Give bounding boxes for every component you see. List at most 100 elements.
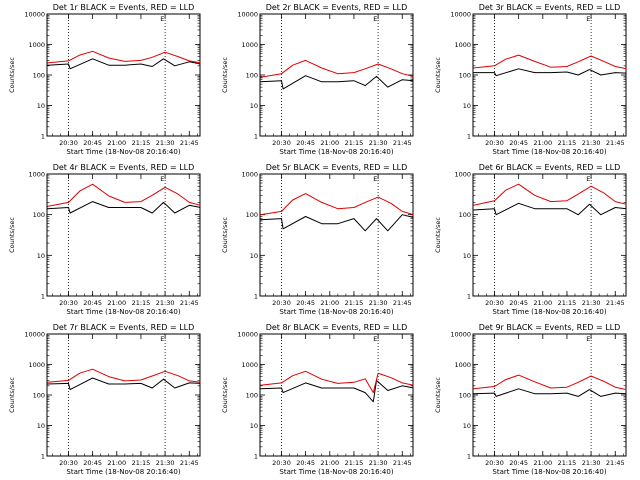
x-tick-label: 21:00 <box>533 459 552 467</box>
plot-frame <box>46 173 201 297</box>
x-tick-label: 20:30 <box>272 139 291 147</box>
chart-svg: Det 4r BLACK = Events, RED = LLD 1 10 100 10… <box>8 163 201 316</box>
plot-frame <box>46 333 201 457</box>
chart-title: Det 3r BLACK = Events, RED = LLD <box>479 3 621 12</box>
events-series-line <box>260 214 414 232</box>
lld-series-line <box>260 59 414 78</box>
plot-frame <box>259 13 414 137</box>
y-tick-label: 10000 <box>24 11 45 19</box>
y-tick-label: 1 <box>467 293 471 301</box>
y-tick-label: 100 <box>459 392 471 400</box>
x-tick-label: 21:30 <box>369 459 388 467</box>
y-axis-label: Counts/sec <box>8 217 16 253</box>
events-series-line <box>473 388 627 397</box>
x-tick-label: 20:30 <box>59 459 78 467</box>
x-tick-label: 21:30 <box>582 459 601 467</box>
y-tick-label: 100 <box>246 392 258 400</box>
x-tick-label: 21:30 <box>156 299 175 307</box>
events-series-line <box>47 58 201 70</box>
chart-svg: Det 2r BLACK = Events, RED = LLD 1 10 100 10… <box>221 3 414 156</box>
x-tick-label: 20:45 <box>509 459 528 467</box>
y-tick-label: 10000 <box>237 11 258 19</box>
flag-marker: E <box>373 15 377 23</box>
events-series-line <box>473 202 627 216</box>
detector-panel-8: Det 8r BLACK = Events, RED = LLD 1 10 100 10… <box>213 320 426 480</box>
x-tick-label: 20:30 <box>485 459 504 467</box>
x-tick-label: 21:00 <box>107 459 126 467</box>
x-tick-label: 20:45 <box>296 139 315 147</box>
x-tick-label: 20:45 <box>83 299 102 307</box>
x-tick-label: 20:30 <box>485 299 504 307</box>
y-tick-label: 1 <box>41 453 45 461</box>
y-axis-label: Counts/sec <box>221 217 229 253</box>
x-tick-label: 21:15 <box>132 299 151 307</box>
chart-svg: Det 3r BLACK = Events, RED = LLD 1 10 100 10… <box>434 3 627 156</box>
events-series-line <box>47 201 201 214</box>
y-tick-label: 10 <box>250 252 258 260</box>
y-tick-label: 1000 <box>241 171 258 179</box>
lld-series-line <box>47 50 201 64</box>
detector-panel-3: Det 3r BLACK = Events, RED = LLD 1 10 100 10… <box>426 0 639 160</box>
y-tick-label: 1 <box>41 293 45 301</box>
x-tick-label: 21:30 <box>369 299 388 307</box>
x-tick-label: 21:15 <box>558 459 577 467</box>
x-tick-label: 21:00 <box>533 299 552 307</box>
flag-marker: E <box>160 175 164 183</box>
x-tick-label: 21:45 <box>180 459 199 467</box>
x-tick-label: 20:45 <box>509 139 528 147</box>
x-tick-label: 21:00 <box>320 139 339 147</box>
y-tick-label: 1 <box>254 293 258 301</box>
y-tick-label: 100 <box>246 211 258 219</box>
plot-frame <box>259 173 414 297</box>
y-tick-label: 10 <box>37 102 45 110</box>
y-tick-label: 10 <box>250 102 258 110</box>
x-tick-label: 21:00 <box>320 299 339 307</box>
y-tick-label: 1000 <box>454 361 471 369</box>
y-tick-label: 10000 <box>450 11 471 19</box>
y-axis-label: Counts/sec <box>434 377 442 413</box>
x-tick-label: 21:30 <box>156 139 175 147</box>
events-series-line <box>47 377 201 391</box>
y-tick-label: 100 <box>459 211 471 219</box>
y-tick-label: 10000 <box>24 331 45 339</box>
events-series-line <box>473 68 627 77</box>
plot-frame <box>472 173 627 297</box>
y-tick-label: 100 <box>33 211 45 219</box>
chart-svg: Det 6r BLACK = Events, RED = LLD 1 10 100 10… <box>434 163 627 316</box>
x-tick-label: 21:45 <box>393 299 412 307</box>
x-tick-label: 21:30 <box>582 299 601 307</box>
x-tick-label: 21:15 <box>345 459 364 467</box>
y-tick-label: 10 <box>463 102 471 110</box>
x-axis-label: Start Time (18-Nov-08 20:16:40) <box>492 468 606 476</box>
events-series-line <box>260 379 414 403</box>
x-tick-label: 21:45 <box>393 139 412 147</box>
x-axis-label: Start Time (18-Nov-08 20:16:40) <box>492 148 606 156</box>
x-tick-label: 21:15 <box>345 139 364 147</box>
chart-title: Det 7r BLACK = Events, RED = LLD <box>53 323 195 332</box>
y-tick-label: 1000 <box>454 41 471 49</box>
y-axis-label: Counts/sec <box>221 377 229 413</box>
chart-title: Det 9r BLACK = Events, RED = LLD <box>479 323 621 332</box>
x-tick-label: 21:15 <box>345 299 364 307</box>
detector-panel-2: Det 2r BLACK = Events, RED = LLD 1 10 100 10… <box>213 0 426 160</box>
detector-panel-9: Det 9r BLACK = Events, RED = LLD 1 10 100 10… <box>426 320 639 480</box>
y-axis-label: Counts/sec <box>434 57 442 93</box>
y-axis-label: Counts/sec <box>434 217 442 253</box>
y-tick-label: 10 <box>37 252 45 260</box>
y-tick-label: 1 <box>254 133 258 141</box>
y-tick-label: 1000 <box>28 41 45 49</box>
chart-title: Det 8r BLACK = Events, RED = LLD <box>266 323 408 332</box>
chart-title: Det 4r BLACK = Events, RED = LLD <box>53 163 195 172</box>
x-axis-label: Start Time (18-Nov-08 20:16:40) <box>279 148 393 156</box>
x-tick-label: 21:00 <box>107 299 126 307</box>
x-tick-label: 21:30 <box>582 139 601 147</box>
y-tick-label: 1 <box>467 133 471 141</box>
x-tick-label: 21:45 <box>606 459 625 467</box>
detector-panel-1: Det 1r BLACK = Events, RED = LLD 1 10 100 10… <box>0 0 213 160</box>
y-tick-label: 10000 <box>450 331 471 339</box>
chart-svg: Det 5r BLACK = Events, RED = LLD 1 10 100 10… <box>221 163 414 316</box>
x-tick-label: 21:15 <box>558 299 577 307</box>
x-tick-label: 21:00 <box>320 459 339 467</box>
x-tick-label: 21:45 <box>180 299 199 307</box>
